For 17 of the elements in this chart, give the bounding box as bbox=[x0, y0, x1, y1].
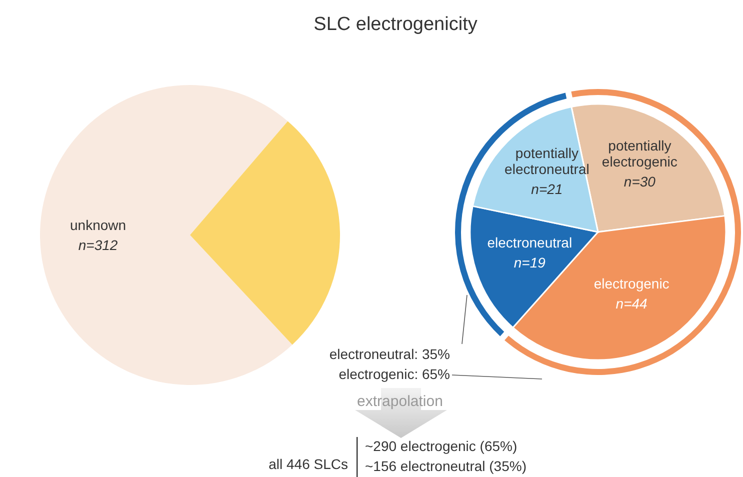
pie-slice bbox=[190, 121, 340, 345]
slice-label: electrogenic: 65% bbox=[338, 366, 450, 382]
data-label: n=44 bbox=[616, 296, 648, 312]
slice-label: electroneutral: 35% bbox=[329, 346, 450, 362]
data-label: n=312 bbox=[78, 236, 118, 253]
slice-label: unknown bbox=[70, 216, 126, 233]
text: extrapolation bbox=[357, 393, 443, 410]
text: ~290 electrogenic (65%) bbox=[365, 438, 518, 454]
data-label: n=30 bbox=[624, 173, 656, 190]
pie-slice bbox=[40, 85, 292, 385]
text: SLC electrogenicity bbox=[314, 14, 478, 35]
text: all 446 SLCs bbox=[268, 456, 348, 472]
data-label: n=21 bbox=[531, 181, 563, 198]
text: ~156 electroneutral (35%) bbox=[365, 458, 526, 474]
slice-label: electroneutral bbox=[487, 234, 572, 251]
data-label: n=19 bbox=[514, 254, 546, 271]
slice-label: electrogenic bbox=[594, 276, 670, 292]
